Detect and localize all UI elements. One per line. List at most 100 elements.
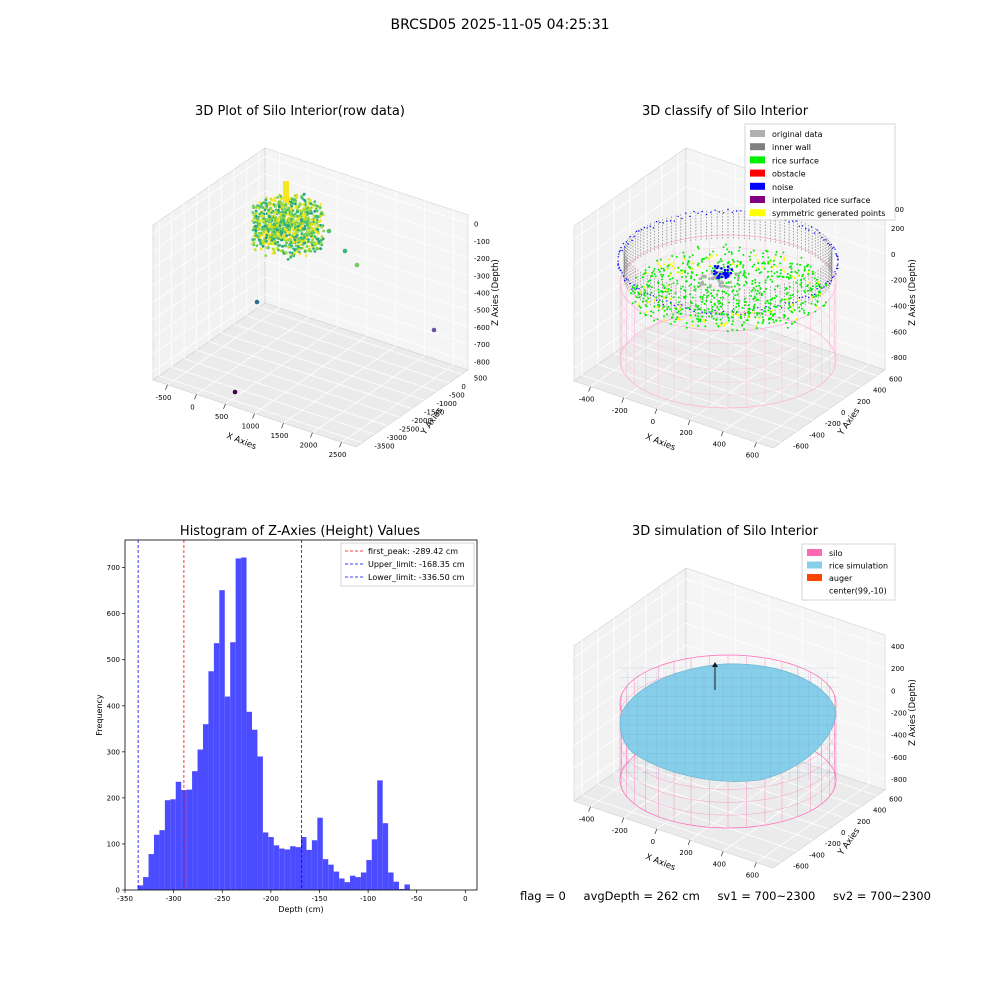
plot1-point: [285, 229, 288, 233]
plot2-noise-point: [673, 304, 675, 307]
plot1-point: [282, 218, 286, 222]
plot2-noise-point: [798, 225, 801, 227]
plot2-noise-point: [627, 279, 629, 281]
plot2-noise-point: [788, 221, 790, 223]
plot2-noise-point: [805, 227, 807, 230]
plot1-point: [300, 218, 303, 222]
plot2-rice-point: [809, 287, 812, 290]
plot1-point: [310, 212, 313, 215]
plot1-point: [304, 216, 308, 220]
plot2-rice-point: [751, 282, 754, 285]
plot1-point: [313, 210, 316, 213]
plot1-outlier-point: [232, 389, 238, 395]
plot4-z-tick-label: 400: [891, 643, 904, 651]
plot2-noise-point: [808, 296, 810, 299]
plot1-title: 3D Plot of Silo Interior(row data): [195, 104, 405, 119]
plot4-legend-label: center(99,-10): [829, 587, 887, 596]
plot2-grid-y: [661, 319, 862, 388]
plot1-point: [264, 227, 267, 231]
plot1-point: [316, 228, 320, 232]
plot1-point: [271, 233, 275, 237]
plot2-rice-point: [672, 282, 675, 285]
plot1-point: [303, 199, 307, 202]
plot2-rice-point: [677, 310, 680, 313]
plot4-legend-swatch: [807, 574, 822, 581]
plot1-point: [273, 241, 277, 245]
plot2-rice-point: [731, 320, 734, 323]
plot1-point: [292, 232, 296, 235]
plot1-point: [304, 203, 307, 207]
plot2-noise-point: [618, 253, 620, 255]
plot1-point: [270, 236, 274, 240]
plot4-x-tick: [687, 839, 691, 846]
plot1-point: [300, 194, 304, 198]
plot2-noise-point: [831, 276, 834, 279]
plot1-grid-y: [246, 315, 450, 384]
plot1-point: [254, 214, 258, 218]
plot1-point: [272, 211, 276, 215]
plot1-point: [300, 239, 304, 243]
plot1-point: [300, 210, 303, 214]
plot2-rice-point: [676, 279, 679, 282]
plot2-noise-point: [818, 232, 821, 234]
plot4-legend-label: silo: [829, 549, 843, 558]
plot1-point: [293, 194, 297, 198]
plot2-noise-point: [701, 311, 703, 313]
avg-depth-text: avgDepth = 262 cm: [583, 889, 700, 903]
plot2-rice-point: [738, 284, 741, 286]
plot1-point: [251, 211, 255, 214]
plot2-x-tick: [687, 419, 691, 426]
plot1-point: [269, 218, 273, 221]
plot1-point: [316, 220, 320, 224]
plot1-point: [267, 208, 271, 212]
plot1-point: [281, 245, 284, 248]
plot1-z-tick-label: -800: [474, 358, 490, 366]
plot1-point: [270, 238, 274, 242]
plot2-noise-point: [629, 282, 631, 285]
plot2-x-tick: [621, 397, 625, 403]
plot1-point: [267, 224, 271, 228]
plot4-x-axis-label: X Axies: [644, 852, 677, 873]
plot2-noise-point: [740, 313, 742, 316]
plot1-point: [254, 206, 258, 209]
plot1-point: [258, 201, 262, 205]
plot1-point: [312, 247, 315, 251]
plot1-point: [270, 211, 273, 215]
plot1-point: [302, 227, 306, 231]
plot1-point: [275, 211, 279, 214]
plot1-point: [316, 231, 320, 235]
plot1-point: [259, 247, 263, 251]
plot2-noise-point: [714, 309, 716, 312]
plot2-noise-point: [635, 288, 638, 290]
plot1-point: [290, 204, 294, 208]
plot2-z-tick-label: 200: [891, 225, 904, 233]
plot1-point: [268, 201, 271, 205]
plot1-point: [303, 241, 306, 245]
plot1-point: [281, 208, 284, 212]
plot2-noise-point: [622, 275, 625, 277]
plot2-rice-point: [824, 301, 827, 304]
plot1-outlier-point: [326, 228, 332, 234]
plot2-noise-point: [718, 211, 721, 213]
plot2-rice-point: [779, 255, 782, 258]
plot1-point: [322, 229, 325, 233]
plot2-noise-point: [705, 213, 708, 216]
plot2-noise-point: [693, 210, 695, 213]
plot2-noise-point: [701, 210, 703, 213]
plot2-noise-point: [816, 288, 818, 290]
plot1-point: [307, 197, 310, 201]
plot1-point: [296, 245, 300, 248]
plot4-z-tick-label: 200: [891, 665, 904, 673]
plot1-point: [305, 220, 308, 224]
plot2-noise-point: [837, 255, 839, 258]
plot2-noise-point: [827, 242, 829, 245]
plot2-noise-point: [802, 296, 804, 298]
plot1-point: [290, 197, 294, 201]
plot1-point: [254, 224, 257, 228]
plot1-point: [315, 214, 318, 218]
plot2-rice-point: [682, 262, 684, 265]
plot4-x-tick-label: 600: [746, 871, 759, 879]
plot1-point: [288, 213, 292, 216]
plot2-rice-point: [767, 270, 769, 273]
